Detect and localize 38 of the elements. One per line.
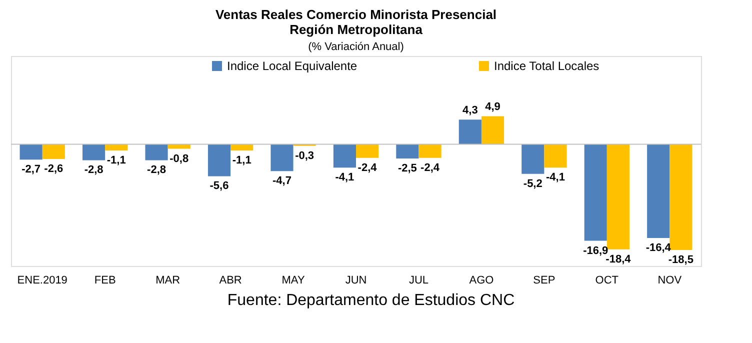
data-label: -2,5 — [398, 162, 417, 174]
data-label: -18,5 — [668, 254, 694, 266]
data-label: -5,2 — [523, 178, 542, 190]
data-label: -2,7 — [22, 164, 41, 176]
x-tick-label: ENE.2019 — [17, 274, 68, 286]
x-tick-label: FEB — [94, 274, 116, 286]
data-label: -0,3 — [295, 150, 314, 162]
data-label: -16,4 — [646, 242, 672, 254]
data-label: -2,4 — [420, 162, 440, 174]
data-label: -1,1 — [106, 154, 126, 166]
data-label: 4,9 — [485, 101, 500, 114]
x-tick-label: ABR — [219, 274, 242, 286]
x-tick-label: AGO — [469, 274, 494, 286]
x-tick-label: JUL — [408, 274, 429, 286]
x-tick-label: NOV — [658, 274, 682, 286]
data-label: -2,8 — [147, 164, 166, 176]
legend-label: Indice Total Locales — [494, 59, 600, 73]
data-label: -2,8 — [84, 164, 104, 176]
data-label: -18,4 — [606, 253, 632, 266]
x-tick-label: JUN — [345, 274, 367, 286]
x-tick-label: SEP — [533, 274, 556, 286]
chart-subtitle: (% Variación Anual) — [308, 41, 404, 53]
chart-title: Ventas Reales Comercio Minorista Presencial Región Metropolitana — [215, 7, 497, 37]
data-label: -1,1 — [232, 154, 252, 166]
data-label: -5,6 — [210, 180, 229, 192]
data-label: -4,1 — [546, 172, 565, 184]
data-label: -0,8 — [170, 152, 189, 165]
legend-label: Indice Local Equivalente — [227, 59, 358, 73]
data-label: -4,1 — [335, 172, 354, 184]
data-label: -16,9 — [583, 244, 608, 257]
x-tick-label: MAR — [156, 274, 180, 286]
data-label: -2,4 — [358, 162, 378, 174]
data-label: -4,7 — [272, 175, 292, 188]
x-tick-label: OCT — [595, 274, 619, 286]
data-label: -2,6 — [44, 163, 64, 176]
source-note: Fuente: Departamento de Estudios CNC — [227, 292, 515, 309]
data-label: 4,3 — [462, 104, 478, 117]
x-tick-label: MAY — [282, 274, 306, 286]
